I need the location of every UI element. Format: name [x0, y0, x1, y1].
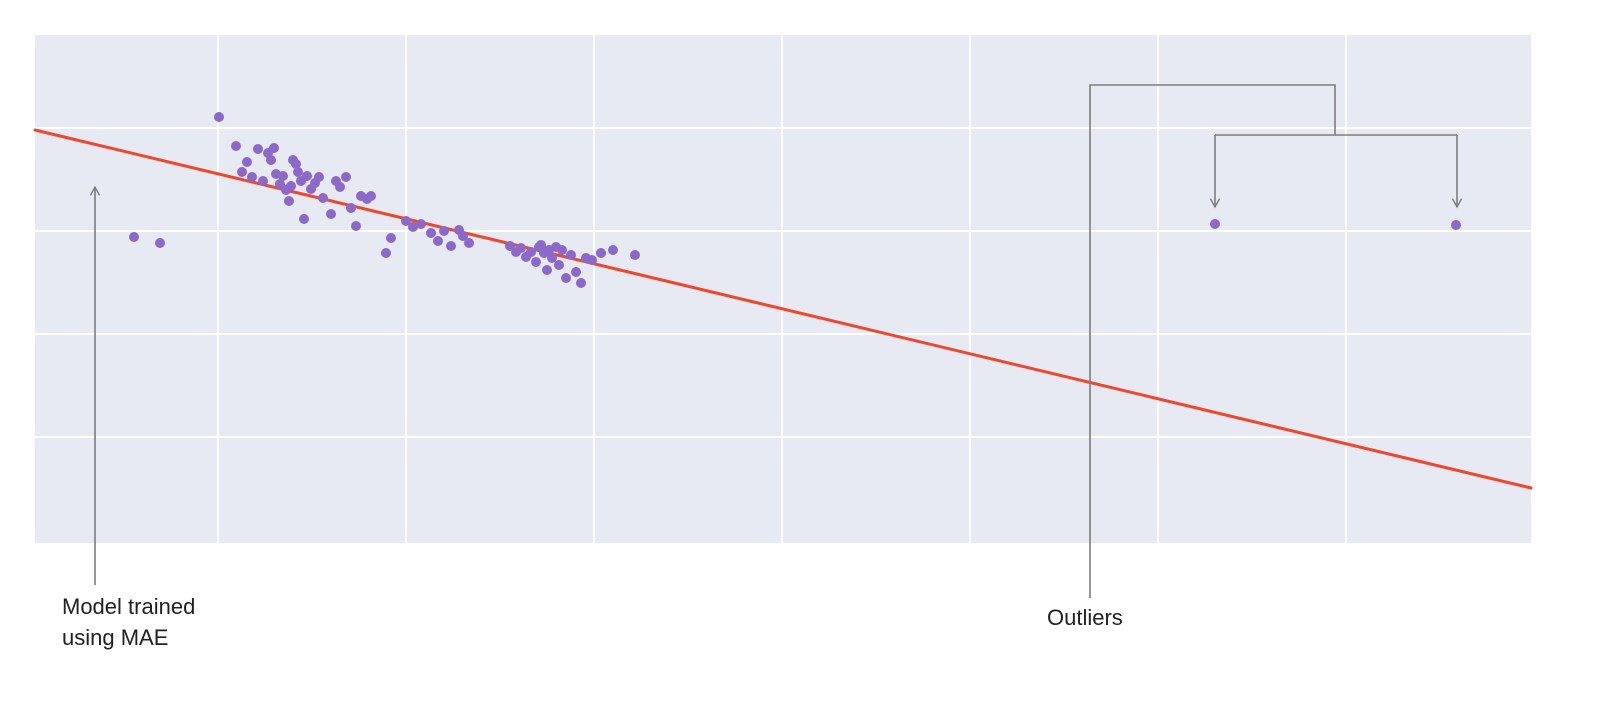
data-point — [318, 193, 328, 203]
data-point — [554, 260, 564, 270]
data-point — [547, 253, 557, 263]
data-point — [214, 112, 224, 122]
data-point — [381, 248, 391, 258]
data-point — [326, 209, 336, 219]
data-point — [571, 267, 581, 277]
data-point — [284, 196, 294, 206]
data-point — [542, 265, 552, 275]
outliers-connector-line — [1089, 84, 1336, 598]
data-point — [386, 233, 396, 243]
data-point — [286, 181, 296, 191]
data-point — [464, 238, 474, 248]
data-point — [630, 250, 640, 260]
data-point — [516, 243, 526, 253]
outlier-point — [1210, 219, 1220, 229]
data-point — [566, 250, 576, 260]
data-point — [458, 231, 468, 241]
outliers-annotation-label: Outliers — [1047, 605, 1123, 630]
data-point — [299, 214, 309, 224]
data-point — [366, 191, 376, 201]
data-point — [408, 222, 418, 232]
data-point — [269, 143, 279, 153]
data-point — [557, 245, 567, 255]
data-point — [446, 241, 456, 251]
data-point — [426, 228, 436, 238]
data-point — [416, 219, 426, 229]
data-point — [242, 157, 252, 167]
data-point — [608, 245, 618, 255]
data-point — [278, 171, 288, 181]
data-point — [247, 172, 257, 182]
data-point — [237, 167, 247, 177]
data-point — [531, 257, 541, 267]
data-point — [231, 141, 241, 151]
data-point — [596, 248, 606, 258]
outlier-point — [1451, 220, 1461, 230]
data-point — [302, 171, 312, 181]
data-point — [401, 216, 411, 226]
data-point — [314, 172, 324, 182]
data-point — [587, 255, 597, 265]
data-point — [291, 159, 301, 169]
data-point — [439, 226, 449, 236]
data-point — [335, 182, 345, 192]
data-point — [536, 240, 546, 250]
data-point — [129, 232, 139, 242]
data-point — [561, 273, 571, 283]
mae-annotation-label: Model trained using MAE — [62, 594, 196, 650]
data-point — [433, 236, 443, 246]
data-point — [526, 247, 536, 257]
data-point — [346, 203, 356, 213]
data-point — [155, 238, 165, 248]
data-point — [258, 176, 268, 186]
data-point — [253, 144, 263, 154]
data-point — [293, 167, 303, 177]
data-point — [576, 278, 586, 288]
data-point — [351, 221, 361, 231]
data-point — [341, 172, 351, 182]
data-point — [266, 155, 276, 165]
